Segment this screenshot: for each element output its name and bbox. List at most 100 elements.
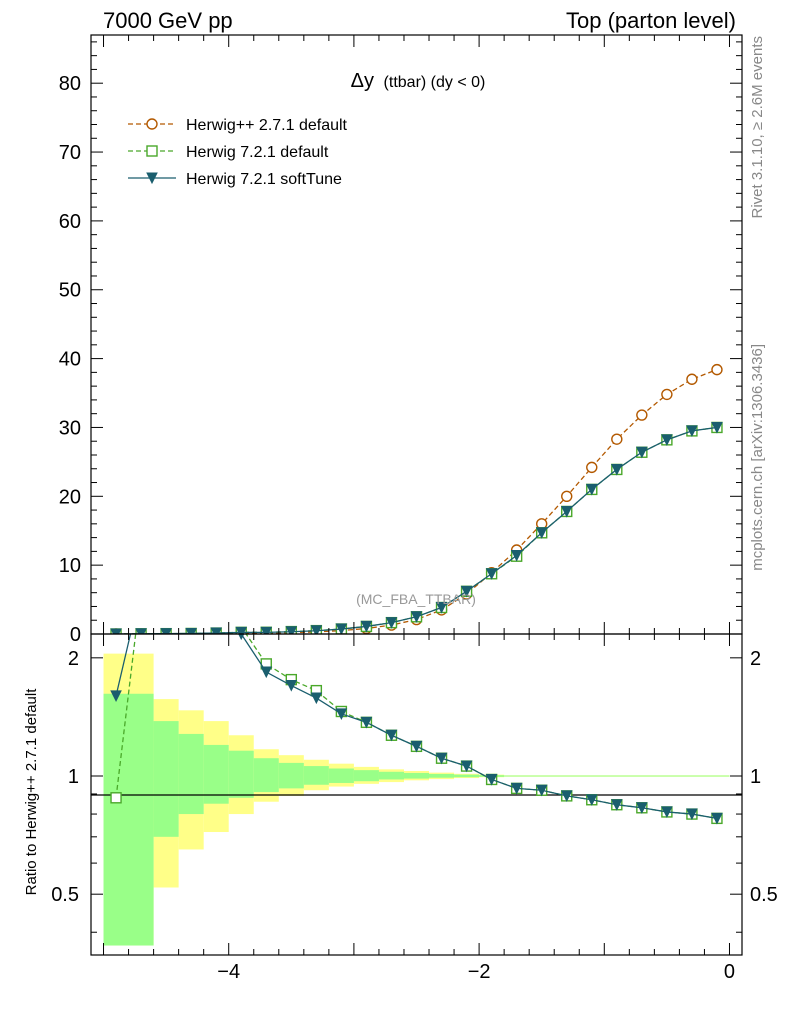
legend-marker-2 (146, 172, 158, 185)
point-2-8 (310, 625, 323, 634)
y-tick-label-main-6: 60 (59, 211, 81, 233)
point-0-21 (636, 409, 648, 421)
header-left: 7000 GeV pp (103, 8, 233, 33)
y-tick-label-ratio-left-1: 1 (68, 766, 79, 788)
point-2-12 (410, 611, 423, 623)
band-green-4 (228, 750, 254, 798)
point-2-24 (711, 421, 723, 434)
ratio-point-2-18 (560, 790, 573, 802)
axis-tick-labels: −4 −2 0 0 10 20 30 40 50 60 70 80 0.5 0.5 1 1 2 2 (51, 73, 778, 983)
point-2-7 (285, 626, 298, 634)
ratio-point-2-24 (711, 812, 723, 825)
ratio-point-2-23 (686, 808, 698, 821)
ratio-point-2-8 (310, 692, 323, 705)
point-2-21 (636, 446, 648, 459)
band-green-2 (178, 733, 204, 815)
band-green-7 (303, 766, 329, 785)
ratio-point-2-19 (585, 794, 598, 806)
chart-title: Δy (ttbar) (dy < 0) (351, 70, 486, 92)
ratio-series-group (110, 634, 723, 825)
band-green-0 (103, 693, 154, 946)
point-2-16 (510, 550, 523, 562)
band-green-1 (153, 721, 179, 837)
green-band-group (103, 693, 730, 946)
ratio-point-2-14 (460, 760, 473, 773)
band-green-3 (203, 744, 229, 804)
ratio-point-2-11 (385, 729, 398, 742)
point-2-11 (385, 617, 398, 629)
ratio-frame (90, 633, 743, 956)
legend-marker-1 (146, 145, 158, 157)
legend-label-1: Herwig 7.2.1 default (186, 144, 329, 161)
point-2-4 (210, 627, 223, 634)
chart-title-main: Δy (351, 70, 374, 92)
x-tick-label-2: 0 (724, 961, 735, 983)
point-2-14 (460, 585, 473, 598)
y-tick-label-main-8: 80 (59, 73, 81, 95)
legend-label-2: Herwig 7.2.1 softTune (186, 171, 342, 188)
ratio-point-2-13 (435, 752, 448, 765)
band-green-11 (403, 772, 430, 779)
band-green-10 (378, 771, 404, 780)
rivet-label: Rivet 3.1.10, ≥ 2.6M events (749, 36, 766, 219)
y-tick-label-main-3: 30 (59, 417, 81, 439)
ratio-point-2-0 (110, 690, 122, 702)
watermark: (MC_FBA_TTBAR) (356, 591, 476, 607)
y-tick-label-main-4: 40 (59, 349, 81, 371)
band-green-15 (504, 775, 730, 777)
axis-ticks (91, 35, 742, 955)
point-2-6 (260, 626, 273, 634)
point-2-15 (485, 568, 498, 580)
ratio-point-2-20 (610, 799, 623, 811)
point-2-23 (686, 425, 698, 438)
mcplots-label: mcplots.cern.ch [arXiv:1306.3436] (749, 344, 766, 571)
x-tick-label-0: −4 (217, 961, 240, 983)
ratio-point-2-6 (260, 666, 273, 679)
band-green-9 (353, 770, 379, 782)
y-tick-label-ratio-left-0: 0.5 (51, 884, 79, 906)
point-2-5 (235, 626, 248, 634)
point-0-24 (711, 363, 723, 376)
ratio-y-axis-label: Ratio to Herwig++ 2.7.1 default (23, 688, 40, 896)
band-green-12 (429, 773, 455, 778)
ratio-point-2-16 (510, 782, 523, 795)
point-0-18 (561, 490, 573, 502)
svg-text:Δy (ttbar) (dy < 0): Δy (ttbar) (dy < 0) (351, 70, 486, 92)
point-2-17 (535, 527, 548, 539)
y-tick-label-main-0: 0 (70, 624, 81, 646)
ratio-bands (103, 653, 730, 946)
legend: Herwig++ 2.7.1 default Herwig 7.2.1 defau… (128, 117, 348, 188)
ratio-point-2-7 (285, 680, 298, 692)
y-tick-label-main-7: 70 (59, 142, 81, 164)
chart-title-sub: (ttbar) (dy < 0) (384, 74, 486, 91)
band-green-5 (253, 758, 279, 793)
ratio-point-2-10 (360, 716, 373, 729)
point-2-18 (560, 505, 573, 518)
legend-marker-0 (146, 118, 158, 130)
point-2-13 (435, 601, 448, 614)
y-tick-label-ratio-left-2: 2 (68, 648, 79, 670)
y-tick-label-main-1: 10 (59, 555, 81, 577)
point-2-20 (610, 463, 623, 476)
point-2-10 (360, 620, 373, 633)
band-green-6 (278, 762, 304, 789)
y-tick-label-main-5: 50 (59, 280, 81, 302)
point-0-20 (611, 433, 623, 445)
y-tick-label-ratio-right-2: 2 (750, 648, 761, 670)
y-tick-label-ratio-right-0: 0.5 (750, 884, 778, 906)
ratio-point-2-12 (410, 740, 423, 753)
band-green-8 (328, 768, 354, 783)
x-tick-label-1: −2 (468, 961, 491, 983)
point-0-23 (686, 373, 698, 385)
point-0-19 (586, 461, 598, 474)
point-0-22 (661, 388, 673, 401)
y-tick-label-ratio-right-1: 1 (750, 766, 761, 788)
ratio-point-2-9 (335, 708, 348, 720)
ratio-point-2-21 (636, 802, 648, 814)
ratio-point-2-22 (661, 806, 673, 819)
ratio-point-1-0 (110, 792, 122, 804)
point-2-9 (335, 623, 348, 634)
legend-label-0: Herwig++ 2.7.1 default (186, 117, 348, 134)
ratio-point-2-17 (535, 784, 548, 797)
